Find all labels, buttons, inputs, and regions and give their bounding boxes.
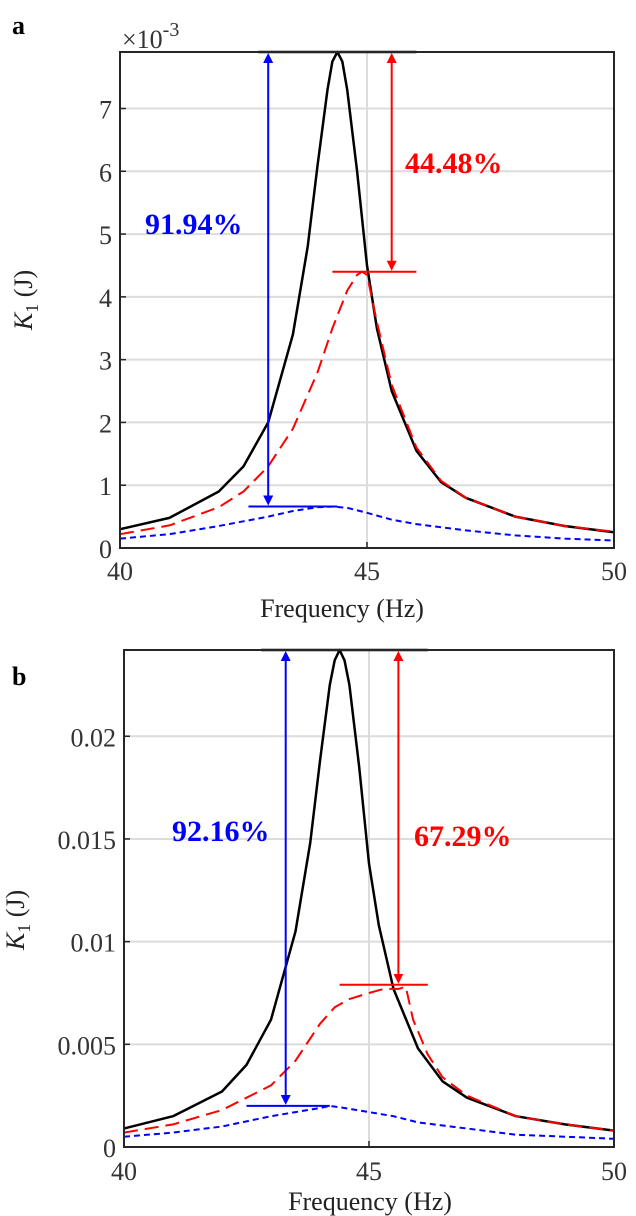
panel-b: b 0 0.005 0.01 0.015 0.02 40 45 50 Frequency (… xyxy=(1,648,627,1216)
y-tick-label: 0 xyxy=(99,535,112,564)
y-tick-label: 0.015 xyxy=(58,826,117,855)
x-tick-labels: 40 45 50 xyxy=(107,557,627,586)
plot-frame xyxy=(119,51,615,549)
y-tick-label: 4 xyxy=(99,284,112,313)
y-tick-labels: 0 1 2 3 4 5 6 7 xyxy=(99,96,112,564)
panel-label: a xyxy=(12,11,25,40)
series-line-dashed xyxy=(123,985,615,1134)
panel-label: b xyxy=(12,662,26,691)
x-tick-label: 50 xyxy=(601,1157,627,1186)
y-tick-label: 2 xyxy=(99,409,112,438)
annotation-group xyxy=(246,648,428,1107)
blue-reduction-label: 92.16% xyxy=(172,815,270,848)
x-axis-label: Frequency (Hz) xyxy=(260,594,424,623)
x-axis-label: Frequency (Hz) xyxy=(288,1187,452,1216)
x-tick-label: 45 xyxy=(356,1157,382,1186)
grid xyxy=(123,650,615,1148)
x-tick-label: 40 xyxy=(107,557,133,586)
series-group xyxy=(119,50,615,542)
annotation-group xyxy=(248,50,417,508)
x-tick-label: 40 xyxy=(111,1157,137,1186)
y-tick-label: 6 xyxy=(99,158,112,187)
red-reduction-label: 44.48% xyxy=(405,147,503,180)
red-reduction-label: 67.29% xyxy=(414,820,512,853)
y-tick-label: 0.005 xyxy=(58,1031,117,1060)
y-tick-label: 1 xyxy=(99,472,112,501)
grid xyxy=(119,52,615,549)
y-tick-label: 5 xyxy=(99,221,112,250)
y-tick-label: 0 xyxy=(103,1134,116,1163)
x-tick-labels: 40 45 50 xyxy=(111,1157,627,1186)
y-tick-labels: 0 0.005 0.01 0.015 0.02 xyxy=(58,723,117,1163)
y-tick-label: 0.01 xyxy=(71,929,117,958)
y-tick-label: 3 xyxy=(99,347,112,376)
exponent-label: ×10-3 xyxy=(122,19,179,54)
series-line-solid xyxy=(119,50,615,534)
x-tick-label: 50 xyxy=(601,557,627,586)
plot-frame xyxy=(123,649,615,1148)
series-line-solid xyxy=(123,648,615,1132)
series-line-dashed xyxy=(119,270,615,536)
series-line-dotted xyxy=(123,1104,615,1140)
y-axis-label: K1 (J) xyxy=(9,270,42,331)
blue-reduction-label: 91.94% xyxy=(145,208,243,241)
series-line-dotted xyxy=(119,505,615,542)
y-tick-label: 0.02 xyxy=(71,723,117,752)
series-group xyxy=(123,648,615,1140)
y-tick-label: 7 xyxy=(99,96,112,125)
y-axis-label: K1 (J) xyxy=(1,890,34,951)
x-tick-label: 45 xyxy=(354,557,380,586)
